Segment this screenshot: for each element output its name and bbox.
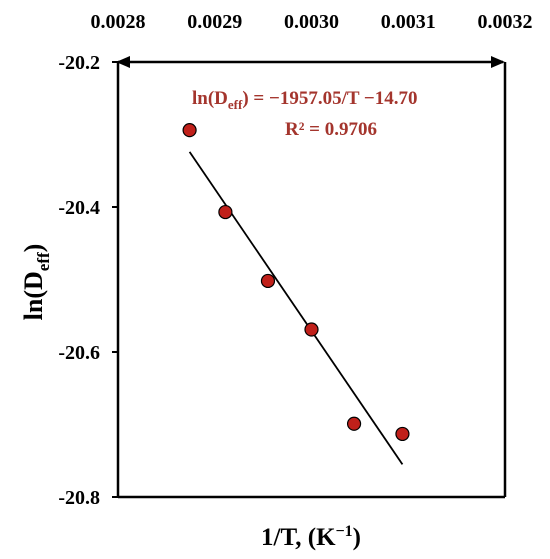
data-points xyxy=(182,123,410,442)
x-tick-label: 0.0032 xyxy=(478,11,533,33)
trendline-group xyxy=(188,151,404,465)
x-tick-label: 0.0031 xyxy=(381,11,436,33)
data-point xyxy=(346,416,362,431)
y-tick-label: -20.2 xyxy=(58,52,100,74)
y-tick-label: -20.4 xyxy=(58,197,100,219)
equation-annotation: ln(Deff) = −1957.05/T −14.70 xyxy=(192,88,418,112)
r-squared-annotation: R² = 0.9706 xyxy=(285,119,377,140)
y-tick-label: -20.8 xyxy=(58,487,100,509)
y-tick-label: -20.6 xyxy=(58,342,100,364)
data-point xyxy=(304,322,319,337)
data-point xyxy=(218,204,233,220)
x-tick-label: 0.0028 xyxy=(91,11,146,33)
x-tick-label: 0.0030 xyxy=(284,11,339,33)
y-tick-labels: -20.2 -20.4 -20.6 -20.8 xyxy=(58,52,118,509)
x-tick-label: 0.0029 xyxy=(187,11,242,33)
x-axis-title: 1/T, (K−1) xyxy=(261,523,361,551)
data-point xyxy=(260,273,276,289)
data-point xyxy=(395,426,410,442)
y-axis-title: ln(Deff) xyxy=(19,244,53,321)
data-point xyxy=(182,123,197,138)
trendline xyxy=(188,151,404,465)
x-tick-labels: 0.0028 0.0029 0.0030 0.0031 0.0032 xyxy=(91,11,533,33)
